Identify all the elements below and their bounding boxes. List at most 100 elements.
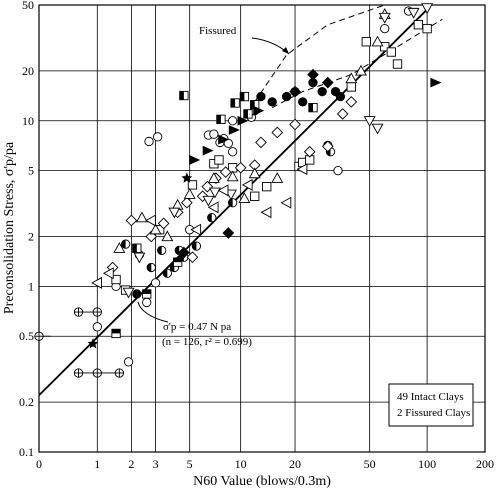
data-point	[271, 126, 284, 139]
data-point	[132, 289, 142, 299]
data-point	[142, 289, 152, 299]
data-point	[180, 196, 193, 209]
data-point	[219, 166, 232, 178]
legend-line-1: 49 Intact Clays	[397, 391, 464, 403]
y-axis-tick-labels: 0.1 0.2 0.5 1 2 5 10 20 50	[19, 0, 34, 459]
y-tick-label: 1	[28, 279, 34, 293]
y-tick-label: 0.1	[19, 445, 34, 459]
data-point	[380, 23, 390, 34]
x-tick-label: 20	[289, 457, 301, 471]
data-point	[239, 91, 250, 102]
data-point	[91, 276, 102, 289]
data-point	[73, 368, 84, 378]
data-point	[135, 211, 148, 223]
data-point	[296, 163, 308, 176]
equation-text: σ'p = 0.47 N pa	[163, 321, 231, 333]
data-point	[179, 90, 189, 101]
data-point	[407, 7, 420, 19]
data-point	[191, 241, 202, 251]
x-tick-label: 2	[128, 457, 134, 471]
data-point	[114, 368, 125, 378]
data-point	[161, 230, 174, 242]
data-point	[227, 198, 238, 208]
data-point	[202, 195, 215, 207]
data-point	[123, 357, 134, 367]
x-tick-label: 0	[36, 457, 42, 471]
data-point	[87, 338, 99, 349]
data-point	[298, 97, 308, 107]
data-point	[378, 12, 391, 24]
y-axis-label: Preconsolidation Stress, σ'p/pa	[2, 141, 17, 314]
data-point	[336, 108, 349, 120]
data-point	[218, 134, 230, 145]
data-point	[111, 274, 121, 285]
data-point	[113, 242, 126, 253]
data-point	[386, 47, 396, 57]
data-point	[207, 213, 217, 223]
data-point	[150, 278, 161, 288]
data-point	[260, 206, 272, 219]
data-point	[226, 170, 239, 182]
data-point	[207, 172, 220, 183]
data-point	[289, 118, 301, 131]
data-point	[187, 180, 198, 190]
x-tick-label: 50	[364, 457, 376, 471]
y-tick-label: 0.2	[19, 395, 34, 409]
data-point	[145, 230, 158, 243]
data-point	[228, 125, 240, 135]
y-tick-label: 10	[22, 114, 34, 128]
data-point	[222, 227, 235, 239]
data-point	[346, 82, 356, 92]
equation-stats: (n = 126, r² = 0.699)	[162, 336, 252, 348]
data-point	[317, 86, 327, 97]
data-point	[363, 116, 376, 127]
legend-line-2: 2 Fissured Clays	[397, 407, 470, 419]
data-point	[280, 196, 292, 209]
data-point	[271, 172, 284, 183]
data-point	[202, 145, 214, 156]
data-point	[125, 214, 138, 227]
data-point	[267, 97, 277, 107]
x-tick-label: 100	[418, 457, 436, 471]
data-point	[149, 223, 162, 235]
data-point	[230, 98, 240, 108]
data-point	[333, 165, 343, 176]
data-point	[92, 307, 102, 317]
plot-area	[38, 4, 486, 453]
data-point	[335, 91, 346, 102]
data-point	[153, 132, 163, 142]
data-points	[34, 3, 442, 378]
x-tick-label: 5	[187, 457, 193, 471]
data-point	[281, 91, 292, 102]
data-point	[355, 64, 367, 76]
data-point	[157, 217, 170, 230]
data-point	[162, 268, 172, 278]
y-tick-label: 5	[28, 164, 34, 178]
data-point	[92, 322, 102, 332]
data-point	[186, 251, 199, 264]
data-point	[237, 115, 249, 126]
data-point	[255, 136, 267, 149]
data-point	[120, 239, 131, 249]
data-point	[102, 267, 114, 280]
data-point	[392, 59, 403, 69]
data-point	[250, 191, 260, 201]
data-point	[253, 105, 265, 116]
data-point	[248, 167, 261, 179]
data-point	[209, 129, 219, 139]
data-point	[289, 85, 301, 98]
x-tick-label: 200	[476, 457, 494, 471]
fissured-label: Fissured	[199, 25, 237, 37]
data-point	[227, 116, 238, 126]
legend-box	[388, 383, 474, 427]
data-point	[413, 20, 424, 30]
data-point	[256, 91, 266, 102]
data-point	[145, 214, 156, 227]
data-point	[178, 246, 190, 259]
data-point	[181, 172, 193, 183]
data-point	[308, 102, 318, 113]
data-point	[307, 68, 319, 81]
data-point	[34, 331, 44, 341]
data-point	[321, 140, 334, 153]
